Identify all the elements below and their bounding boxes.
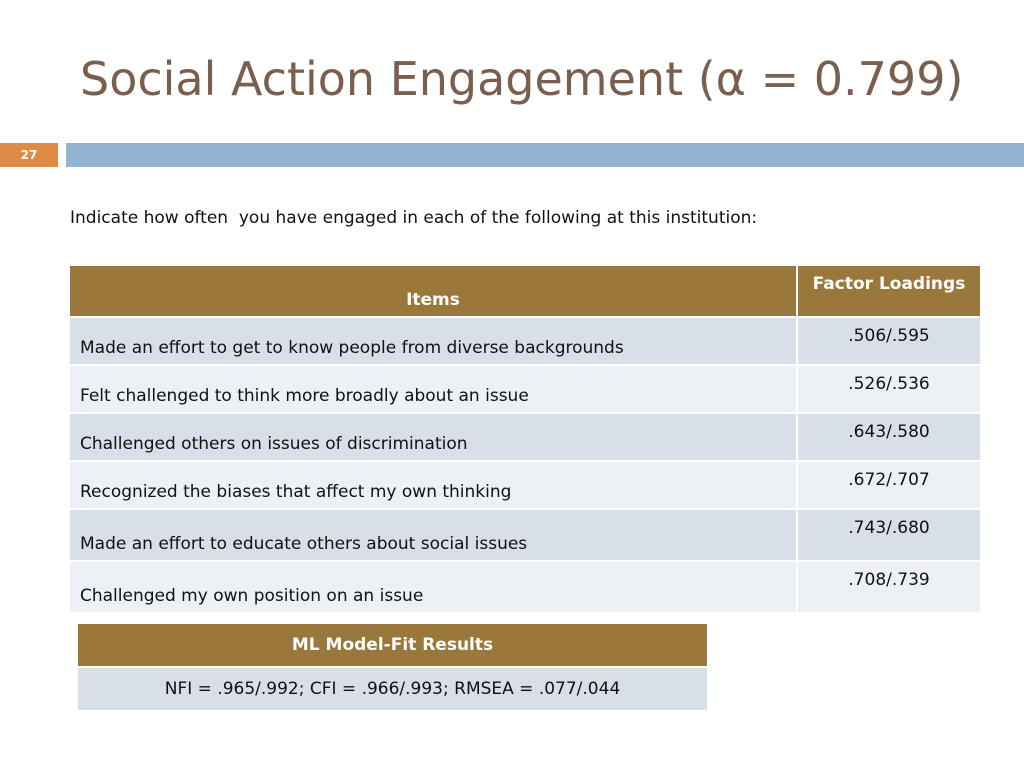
slide-number: 27: [0, 143, 58, 167]
accent-bar: [66, 143, 1024, 167]
intro-text: Indicate how often you have engaged in e…: [70, 208, 758, 228]
item-cell: Challenged others on issues of discrimin…: [68, 412, 798, 462]
table-row: Felt challenged to think more broadly ab…: [68, 364, 982, 414]
table-row: Challenged my own position on an issue .…: [68, 560, 982, 614]
item-cell: Recognized the biases that affect my own…: [68, 460, 798, 510]
factor-loadings-table: Items Factor Loadings Made an effort to …: [68, 264, 982, 614]
loading-cell: .506/.595: [796, 316, 982, 366]
loading-cell: .708/.739: [796, 560, 982, 614]
table-header-row: Items Factor Loadings: [68, 264, 982, 318]
item-cell: Made an effort to get to know people fro…: [68, 316, 798, 366]
table-row: Made an effort to educate others about s…: [68, 508, 982, 562]
fit-value-row: NFI = .965/.992; CFI = .966/.993; RMSEA …: [76, 666, 709, 712]
loading-cell: .643/.580: [796, 412, 982, 462]
table-row: Made an effort to get to know people fro…: [68, 316, 982, 366]
loading-cell: .672/.707: [796, 460, 982, 510]
table-row: Challenged others on issues of discrimin…: [68, 412, 982, 462]
loadings-header: Factor Loadings: [796, 264, 982, 318]
item-cell: Challenged my own position on an issue: [68, 560, 798, 614]
item-cell: Made an effort to educate others about s…: [68, 508, 798, 562]
fit-header: ML Model-Fit Results: [76, 622, 709, 668]
slide-title: Social Action Engagement (α = 0.799): [80, 52, 964, 106]
item-cell: Felt challenged to think more broadly ab…: [68, 364, 798, 414]
table-row: Recognized the biases that affect my own…: [68, 460, 982, 510]
fit-header-row: ML Model-Fit Results: [76, 622, 709, 668]
loading-cell: .743/.680: [796, 508, 982, 562]
items-header: Items: [68, 264, 798, 318]
loading-cell: .526/.536: [796, 364, 982, 414]
model-fit-table: ML Model-Fit Results NFI = .965/.992; CF…: [76, 622, 709, 712]
fit-value: NFI = .965/.992; CFI = .966/.993; RMSEA …: [76, 666, 709, 712]
